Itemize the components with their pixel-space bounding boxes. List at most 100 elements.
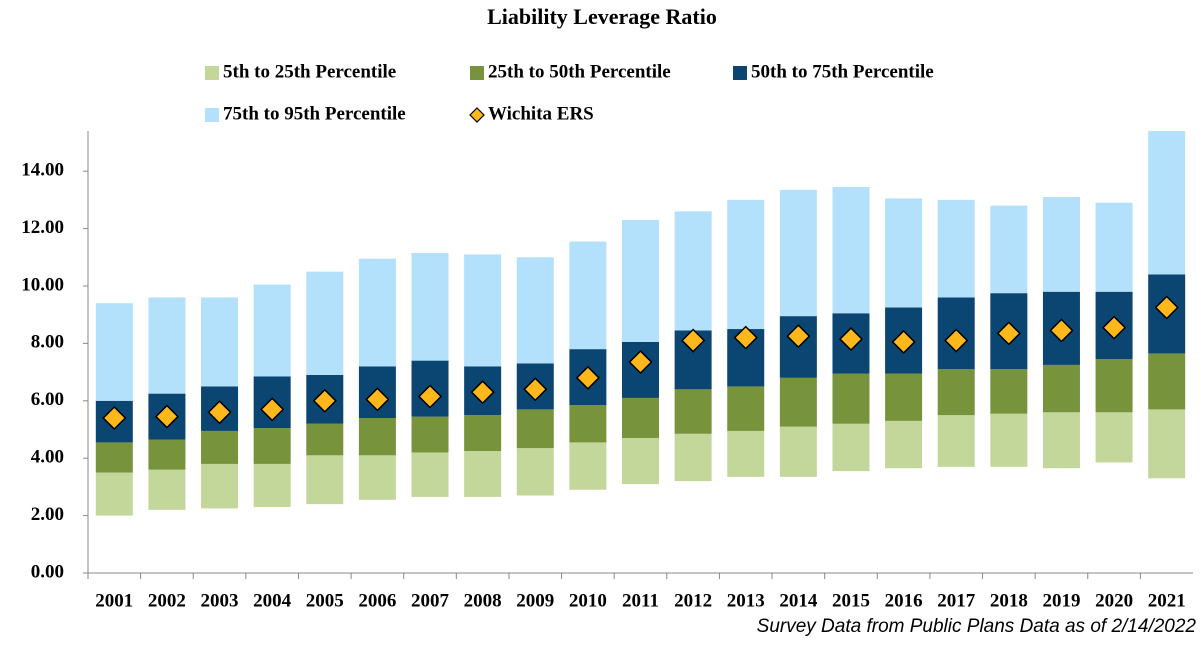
bar-segment: [95, 472, 133, 516]
y-tick-label: 6.00: [31, 389, 64, 410]
bar-segment: [464, 254, 502, 367]
bar-segment: [1042, 412, 1080, 469]
x-tick-label: 2021: [1148, 590, 1186, 611]
bar-segment: [464, 415, 502, 452]
bar-segment: [516, 257, 554, 364]
x-tick-label: 2012: [674, 590, 712, 611]
marker: [681, 328, 706, 353]
x-tick-label: 2002: [148, 590, 186, 611]
bar-segment: [411, 452, 449, 497]
bar-segment: [1095, 412, 1133, 463]
marker: [1102, 315, 1127, 340]
x-tick-label: 2009: [516, 590, 554, 611]
legend-swatch: [470, 66, 484, 80]
marker: [838, 327, 864, 352]
x-tick-label: 2007: [411, 590, 450, 611]
bar-segment: [1042, 197, 1080, 292]
bar-segment: [201, 430, 239, 464]
bar-segment: [464, 451, 502, 497]
bar-segment: [306, 423, 344, 456]
y-tick-label: 10.00: [21, 274, 64, 295]
x-tick-label: 2019: [1042, 590, 1080, 611]
y-tick-label: 2.00: [31, 504, 64, 525]
bar-segment: [727, 386, 765, 431]
x-tick-label: 2013: [727, 590, 765, 611]
x-tick-label: 2018: [990, 590, 1028, 611]
marker: [154, 404, 179, 429]
legend-marker: [469, 107, 485, 123]
bar-segment: [885, 420, 923, 469]
bar-segment: [1148, 409, 1186, 479]
bar-segment: [885, 373, 923, 421]
marker: [470, 380, 495, 405]
legend-swatch: [733, 66, 747, 80]
bar-segment: [411, 252, 449, 361]
x-tick-label: 2008: [464, 590, 502, 611]
y-tick-label: 0.00: [31, 561, 64, 582]
marker: [523, 377, 548, 402]
marker: [1154, 295, 1179, 320]
bar-segment: [990, 413, 1028, 467]
marker: [102, 405, 127, 431]
bar-segment: [253, 428, 291, 464]
x-tick-label: 2016: [885, 590, 923, 611]
bar-segment: [832, 186, 870, 314]
x-tick-label: 2014: [779, 590, 818, 611]
bar-segment: [306, 455, 344, 505]
legend-label: 5th to 25th Percentile: [223, 61, 396, 82]
marker: [733, 325, 758, 350]
bar-segment: [358, 258, 396, 367]
bar-segment: [674, 389, 712, 434]
marker: [628, 349, 653, 375]
bar-segment: [569, 241, 607, 350]
y-tick-label: 8.00: [31, 332, 64, 353]
marker: [1049, 318, 1074, 343]
chart-title: Liability Leverage Ratio: [487, 4, 717, 29]
bar-segment: [516, 409, 554, 449]
bar-segment: [937, 369, 975, 416]
x-tick-label: 2020: [1095, 590, 1133, 611]
bar-segment: [832, 423, 870, 472]
bar-segment: [1095, 359, 1133, 413]
bar-segment: [779, 189, 817, 317]
bar-segment: [201, 297, 239, 387]
bar-segment: [411, 416, 449, 453]
bar-segment: [937, 415, 975, 467]
legend-swatch: [205, 66, 219, 80]
legend-label: Wichita ERS: [488, 103, 594, 124]
bar-segment: [1148, 131, 1186, 275]
x-tick-label: 2006: [358, 590, 396, 611]
bar-segment: [516, 448, 554, 496]
bar-segment: [990, 205, 1028, 294]
marker: [260, 397, 285, 422]
legend-swatch: [205, 108, 219, 122]
bar-segment: [622, 219, 659, 342]
marker: [312, 388, 337, 413]
bar-segment: [253, 284, 291, 377]
bar-segment: [832, 373, 870, 424]
bar-segment: [727, 199, 765, 330]
x-tick-label: 2005: [306, 590, 344, 611]
x-tick-label: 2001: [95, 590, 133, 611]
bar-segment: [148, 297, 186, 394]
bar-segment: [306, 271, 344, 375]
marker: [996, 321, 1021, 346]
bar-segment: [1095, 202, 1133, 292]
x-tick-label: 2015: [832, 590, 870, 611]
bar-segment: [569, 405, 607, 443]
x-tick-label: 2004: [253, 590, 292, 611]
marker: [575, 365, 600, 390]
bar-segment: [674, 433, 712, 482]
bar-segment: [779, 426, 817, 477]
y-tick-label: 12.00: [21, 217, 64, 238]
bar-segment: [148, 469, 186, 510]
bar-segment: [779, 377, 817, 427]
y-tick-label: 14.00: [21, 160, 64, 181]
bar-segment: [990, 369, 1028, 414]
bar-segment: [95, 442, 133, 473]
bar-segment: [358, 418, 396, 456]
marker: [417, 384, 443, 409]
bar-segment: [148, 439, 186, 470]
marker: [944, 328, 969, 353]
